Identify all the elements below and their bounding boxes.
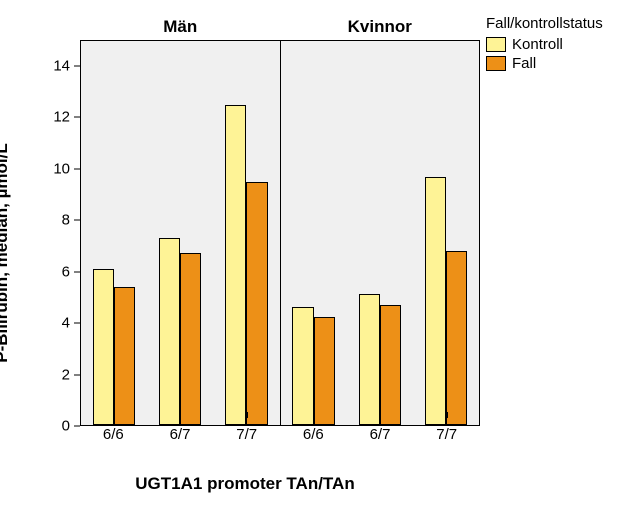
x-tick-label: 6/7 <box>370 426 391 443</box>
y-axis-label: P-Bilirubin, median, µmol/L <box>0 143 12 362</box>
legend-label-kontroll: Kontroll <box>512 36 563 53</box>
bar <box>380 305 401 425</box>
x-tick-mark <box>447 412 448 418</box>
y-tick-label: 2 <box>42 366 70 383</box>
x-tick: 6/6 <box>80 426 147 452</box>
x-tick-panel: 6/6 6/7 7/7 <box>280 426 480 452</box>
y-tick-label: 10 <box>42 160 70 177</box>
x-tick: 6/7 <box>147 426 214 452</box>
x-tick-label: 6/6 <box>303 426 324 443</box>
panel: Kvinnor <box>280 40 481 426</box>
x-tick: 6/7 <box>347 426 414 452</box>
x-tick: 6/6 <box>280 426 347 452</box>
bar <box>180 253 201 425</box>
x-tick-mark <box>313 412 314 418</box>
bar-groups <box>81 41 280 425</box>
legend-item-fall: Fall <box>486 55 616 72</box>
bar <box>93 269 114 425</box>
x-tick-mark <box>113 412 114 418</box>
panel: Män <box>80 40 281 426</box>
y-tick-label: 6 <box>42 263 70 280</box>
bar <box>314 317 335 425</box>
x-tick-label: 6/6 <box>103 426 124 443</box>
legend-swatch-fall <box>486 56 506 71</box>
x-tick-label: 6/7 <box>170 426 191 443</box>
panels: MänKvinnor <box>80 40 480 426</box>
bar <box>425 177 446 425</box>
x-tick-label: 7/7 <box>436 426 457 443</box>
x-tick-mark <box>180 412 181 418</box>
bar <box>114 287 135 425</box>
x-tick-mark <box>380 412 381 418</box>
bar <box>246 182 267 425</box>
bar-group <box>347 41 413 425</box>
y-tick-label: 4 <box>42 315 70 332</box>
y-tick-label: 8 <box>42 212 70 229</box>
legend-swatch-kontroll <box>486 37 506 52</box>
panel-title: Män <box>81 17 280 37</box>
panel-title: Kvinnor <box>281 17 480 37</box>
bar-group <box>413 41 479 425</box>
bar <box>292 307 313 425</box>
legend: Fall/kontrollstatus Kontroll Fall <box>486 15 616 72</box>
y-tick-label: 12 <box>42 109 70 126</box>
x-axis-ticks: 6/6 6/7 7/7 6/6 6/7 7/7 <box>80 426 480 452</box>
x-tick-panel: 6/6 6/7 7/7 <box>80 426 280 452</box>
bar-group <box>281 41 347 425</box>
bar-group <box>213 41 279 425</box>
x-tick-label: 7/7 <box>236 426 257 443</box>
legend-title: Fall/kontrollstatus <box>486 15 616 32</box>
y-tick-label: 0 <box>42 418 70 435</box>
x-tick: 7/7 <box>213 426 280 452</box>
bar-group <box>147 41 213 425</box>
chart: P-Bilirubin, median, µmol/L UGT1A1 promo… <box>10 10 480 496</box>
x-tick-mark <box>247 412 248 418</box>
bar <box>159 238 180 425</box>
x-tick: 7/7 <box>413 426 480 452</box>
y-tick-label: 14 <box>42 57 70 74</box>
bar-groups <box>281 41 480 425</box>
legend-item-kontroll: Kontroll <box>486 36 616 53</box>
x-axis-label: UGT1A1 promoter TAn/TAn <box>10 474 480 494</box>
y-axis: 02468101214 <box>42 40 80 426</box>
bar <box>446 251 467 425</box>
bar-group <box>81 41 147 425</box>
legend-label-fall: Fall <box>512 55 536 72</box>
bar <box>225 105 246 425</box>
bar <box>359 294 380 425</box>
figure: Fall/kontrollstatus Kontroll Fall P-Bili… <box>0 0 631 506</box>
